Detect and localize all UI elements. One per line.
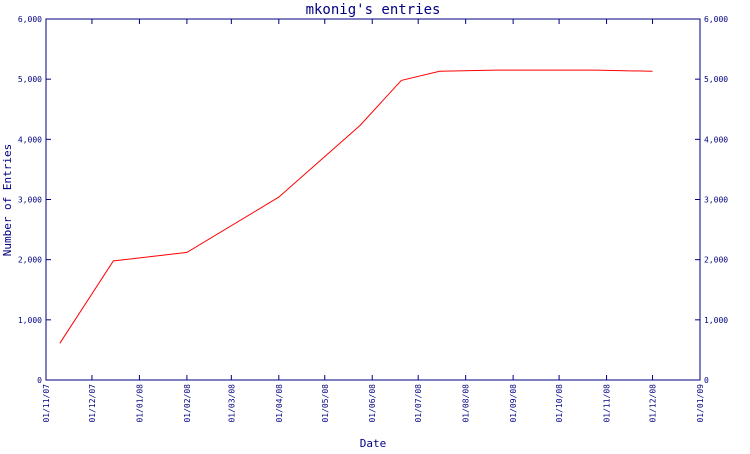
y-tick-label-left: 1,000 xyxy=(18,316,42,325)
y-tick-label-left: 5,000 xyxy=(18,75,42,84)
x-tick-label: 01/03/08 xyxy=(227,384,236,423)
x-tick-label: 01/01/08 xyxy=(135,384,144,423)
x-tick-label: 01/11/08 xyxy=(603,384,612,423)
y-tick-label-right: 3,000 xyxy=(704,196,728,205)
y-tick-label-right: 0 xyxy=(704,376,709,385)
x-tick-label: 01/06/08 xyxy=(368,384,377,423)
plot-area: 0 0 1,000 1,000 2,000 2,000 3,000 3,000 4,000 4,0… xyxy=(18,15,728,423)
x-tick-label: 01/01/09 xyxy=(696,384,705,423)
x-tick-label: 01/12/07 xyxy=(88,384,97,423)
y-tick-label-left: 3,000 xyxy=(18,196,42,205)
x-axis-label: Date xyxy=(360,437,387,450)
series-line xyxy=(59,69,653,344)
y-tick-label-right: 2,000 xyxy=(704,256,728,265)
x-tick-label: 01/08/08 xyxy=(462,384,471,423)
x-tick-label: 01/04/08 xyxy=(275,384,284,423)
chart-title: mkonig's entries xyxy=(306,2,441,18)
y-tick-label-right: 5,000 xyxy=(704,75,728,84)
y-tick-label-left: 2,000 xyxy=(18,256,42,265)
x-tick-label: 01/07/08 xyxy=(414,384,423,423)
y-tick-label-left: 0 xyxy=(37,376,42,385)
y-tick-label-right: 4,000 xyxy=(704,135,728,144)
x-tick-label: 01/09/08 xyxy=(509,384,518,423)
y-tick-label-right: 1,000 xyxy=(704,316,728,325)
x-tick-label: 01/11/07 xyxy=(42,384,51,423)
y-tick-label-left: 4,000 xyxy=(18,135,42,144)
x-tick-label: 01/05/08 xyxy=(321,384,330,423)
y-tick-label-left: 6,000 xyxy=(18,15,42,24)
x-tick-label: 01/12/08 xyxy=(649,384,658,423)
y-axis-label: Number of Entries xyxy=(1,144,14,257)
x-tick-label: 01/02/08 xyxy=(183,384,192,423)
y-tick-label-right: 6,000 xyxy=(704,15,728,24)
x-tick-label: 01/10/08 xyxy=(555,384,564,423)
